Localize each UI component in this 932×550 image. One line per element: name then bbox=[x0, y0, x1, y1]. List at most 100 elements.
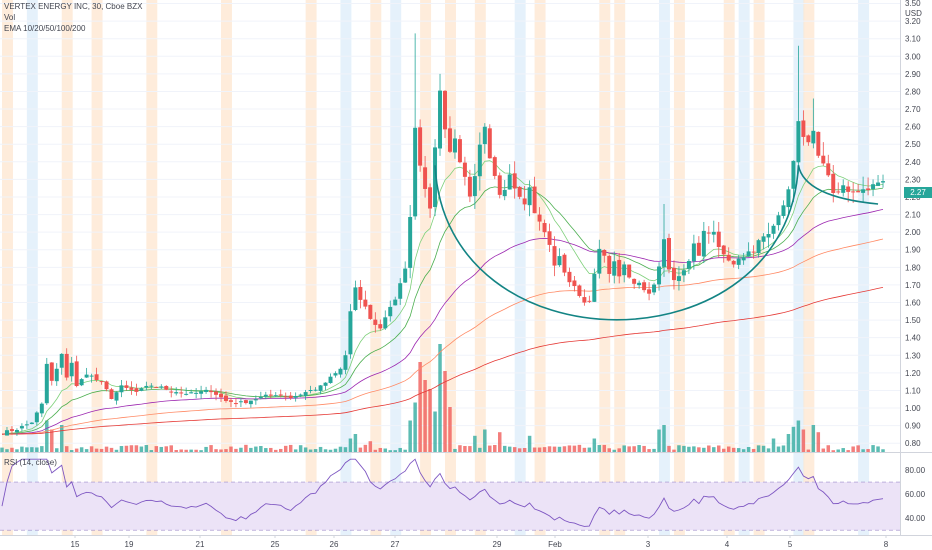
candle-body bbox=[786, 189, 791, 208]
candle-body bbox=[34, 412, 39, 423]
candle-body bbox=[253, 399, 258, 401]
candle-body bbox=[791, 160, 796, 189]
candlesticks[interactable] bbox=[4, 33, 886, 436]
volume-bar bbox=[801, 429, 806, 452]
volume-bar bbox=[647, 449, 651, 452]
volume-bar bbox=[741, 449, 746, 452]
candle-body bbox=[497, 175, 502, 195]
volume-bar bbox=[219, 449, 223, 452]
volume-bar bbox=[617, 448, 621, 452]
rsi-legend[interactable]: RSI (14, close) bbox=[4, 458, 57, 467]
candle-body bbox=[278, 394, 283, 396]
cup-pattern-drawing[interactable] bbox=[434, 165, 879, 321]
candle-body bbox=[447, 128, 452, 152]
volume-bar bbox=[731, 447, 736, 452]
candle-body bbox=[537, 214, 542, 222]
volume-bar bbox=[507, 446, 512, 452]
volume-bar bbox=[682, 445, 686, 452]
candle-body bbox=[109, 389, 114, 399]
price-tick-label: 3.10 bbox=[905, 35, 921, 44]
candle-body bbox=[507, 174, 512, 190]
symbol-title[interactable]: VERTEX ENERGY INC, 30, Cboe BZX bbox=[4, 2, 143, 11]
candle-body bbox=[671, 267, 676, 281]
candle-body bbox=[592, 273, 597, 302]
volume-bar bbox=[861, 449, 865, 452]
volume-bar bbox=[99, 448, 104, 452]
candle-body bbox=[74, 361, 79, 387]
volume-bar bbox=[119, 446, 124, 452]
price-tick-label: 1.60 bbox=[905, 299, 921, 308]
candle-body bbox=[124, 385, 129, 388]
volume-bar bbox=[527, 435, 532, 452]
volume-bar bbox=[428, 389, 432, 452]
candle-body bbox=[841, 185, 846, 193]
volume-bar bbox=[139, 446, 144, 452]
volume-bar bbox=[313, 449, 318, 452]
volume-bar bbox=[89, 446, 94, 452]
candle-body bbox=[577, 285, 582, 296]
price-tick-label: 3.20 bbox=[905, 17, 921, 26]
candle-body bbox=[836, 191, 841, 193]
ema-20-line bbox=[1, 186, 884, 435]
volume-bar bbox=[353, 434, 358, 452]
candle-body bbox=[831, 173, 836, 193]
time-tick-label: 3 bbox=[646, 540, 651, 549]
price-tick-label: 1.20 bbox=[905, 369, 921, 378]
price-tick-label: 1.30 bbox=[905, 351, 921, 360]
candle-body bbox=[517, 186, 522, 197]
candle-body bbox=[433, 147, 438, 207]
candle-body bbox=[811, 130, 816, 144]
candle-body bbox=[866, 188, 871, 190]
candle-body bbox=[363, 299, 368, 307]
volume-bar bbox=[84, 449, 89, 452]
candle-body bbox=[622, 264, 627, 276]
volume-bar bbox=[249, 447, 253, 452]
volume-bar bbox=[443, 371, 447, 452]
candle-body bbox=[666, 237, 671, 270]
volume-bar bbox=[488, 445, 492, 452]
candle-body bbox=[741, 257, 746, 261]
candle-body bbox=[323, 382, 328, 386]
volume-bar bbox=[746, 447, 751, 452]
volume-bar bbox=[866, 449, 870, 452]
volume-bar bbox=[721, 448, 726, 452]
volume-bar bbox=[209, 445, 213, 452]
ema-legend[interactable]: EMA 10/20/50/100/200 bbox=[4, 24, 86, 33]
candle-body bbox=[512, 173, 517, 189]
candle-body bbox=[552, 246, 557, 266]
candle-body bbox=[572, 280, 577, 287]
candle-body bbox=[746, 251, 751, 257]
volume-bar bbox=[25, 447, 29, 452]
candle-body bbox=[298, 394, 303, 396]
candle-body bbox=[806, 135, 811, 143]
volume-bar bbox=[448, 407, 452, 452]
volume-bar bbox=[781, 445, 786, 452]
candle-body bbox=[263, 394, 268, 397]
volume-bar bbox=[124, 445, 129, 452]
volume-legend[interactable]: Vol bbox=[4, 13, 16, 22]
volume-bar bbox=[726, 446, 731, 452]
rsi-tick-label: 60.00 bbox=[905, 490, 926, 499]
price-tick-label: 1.90 bbox=[905, 246, 921, 255]
volume-bar bbox=[403, 449, 407, 452]
volume-bar bbox=[174, 450, 178, 452]
volume-bar bbox=[881, 449, 885, 452]
candle-body bbox=[602, 249, 607, 256]
volume-bar bbox=[164, 446, 169, 452]
volume-bar bbox=[224, 449, 228, 452]
candle-body bbox=[59, 353, 64, 368]
grid-lines bbox=[0, 3, 900, 444]
volume-bar bbox=[672, 449, 676, 452]
price-tick-label: 3.00 bbox=[905, 52, 921, 61]
price-tick-label: 1.10 bbox=[905, 386, 921, 395]
candle-body bbox=[408, 217, 413, 268]
volume-bar bbox=[204, 446, 208, 452]
volume-bar bbox=[288, 444, 293, 452]
volume-bar bbox=[199, 450, 203, 452]
candle-body bbox=[647, 289, 652, 294]
candle-body bbox=[557, 256, 562, 266]
time-tick-label: 4 bbox=[725, 540, 730, 549]
volume-bar bbox=[687, 446, 691, 452]
candle-body bbox=[233, 403, 238, 405]
